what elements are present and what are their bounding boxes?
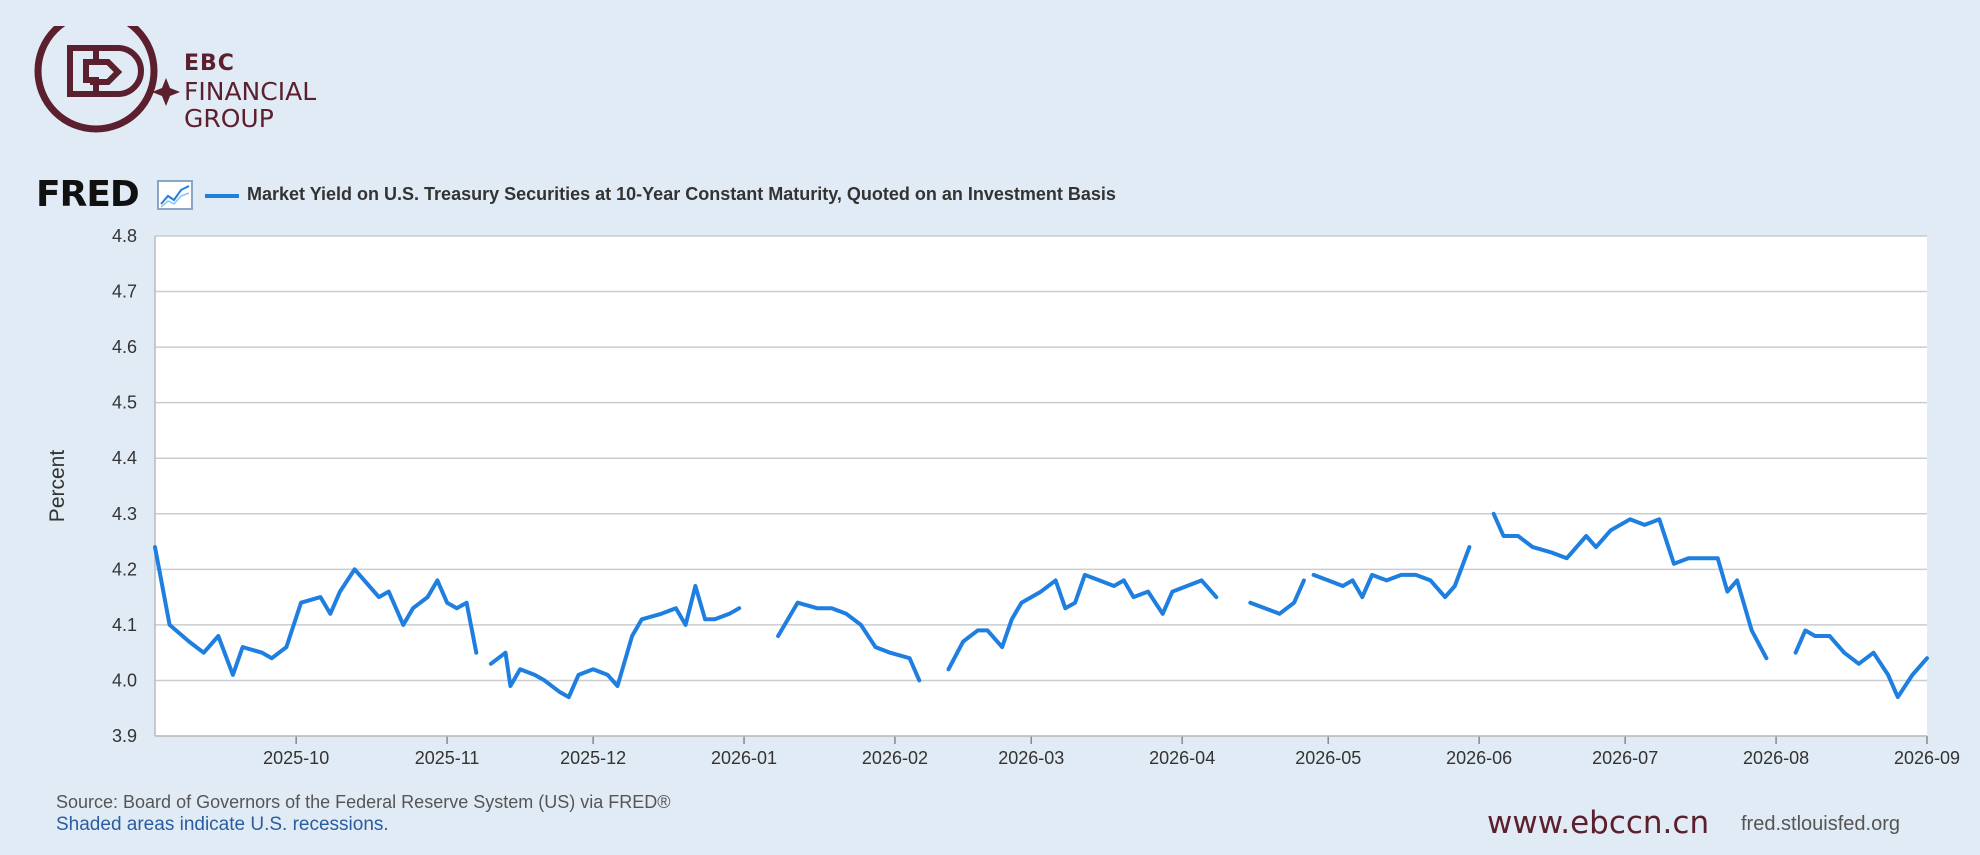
x-tick-label: 2026-06 <box>1446 748 1512 768</box>
recessions-note: Shaded areas indicate U.S. recessions. <box>56 814 389 835</box>
y-tick-label: 4.5 <box>112 393 137 413</box>
y-tick-label: 4.8 <box>112 226 137 246</box>
line-chart-icon[interactable] <box>157 180 193 210</box>
x-tick-label: 2026-04 <box>1149 748 1215 768</box>
x-tick-label: 2025-12 <box>560 748 626 768</box>
x-tick-label: 2026-07 <box>1592 748 1658 768</box>
ebc-website: www.ebccn.cn <box>1487 805 1710 841</box>
x-tick-label: 2026-02 <box>862 748 928 768</box>
y-tick-label: 3.9 <box>112 726 137 746</box>
series-line-segment <box>776 600 922 683</box>
series-line-segment <box>946 572 1219 672</box>
source-note: Source: Board of Governors of the Federa… <box>56 792 671 812</box>
series-line-segment <box>1311 545 1472 600</box>
x-tick-label: 2026-05 <box>1295 748 1361 768</box>
y-tick-label: 4.7 <box>112 282 137 302</box>
series-line-segment <box>1248 578 1306 616</box>
x-tick-label: 2025-10 <box>263 748 329 768</box>
y-tick-label: 4.2 <box>112 559 137 579</box>
x-tick-label: 2026-01 <box>711 748 777 768</box>
series-line-segment <box>488 584 742 700</box>
legend-swatch <box>205 194 239 198</box>
series-line-segment <box>1793 628 1929 700</box>
y-tick-label: 4.4 <box>112 448 137 468</box>
brand-line-group: GROUP <box>184 104 274 133</box>
y-axis-label: Percent <box>46 449 69 523</box>
x-tick-label: 2026-03 <box>998 748 1064 768</box>
y-tick-label: 4.1 <box>112 615 137 635</box>
brand-line-financial: FINANCIAL <box>184 77 317 106</box>
x-tick-label: 2026-09 <box>1894 748 1960 768</box>
x-tick-label: 2025-11 <box>415 748 480 768</box>
brand-line-ebc: EBC <box>184 51 235 76</box>
x-tick-label: 2026-08 <box>1743 748 1809 768</box>
fred-url: fred.stlouisfed.org <box>1741 813 1900 835</box>
series-line-segment <box>1491 511 1769 661</box>
y-tick-label: 4.0 <box>112 670 137 690</box>
y-tick-label: 4.6 <box>112 337 137 357</box>
series-line-segment <box>153 545 479 677</box>
ebc-logo <box>34 26 180 133</box>
fred-logo: FRED <box>36 174 140 215</box>
y-tick-label: 4.3 <box>112 504 137 524</box>
plot-area <box>155 236 1927 736</box>
legend-label: Market Yield on U.S. Treasury Securities… <box>247 184 1116 204</box>
